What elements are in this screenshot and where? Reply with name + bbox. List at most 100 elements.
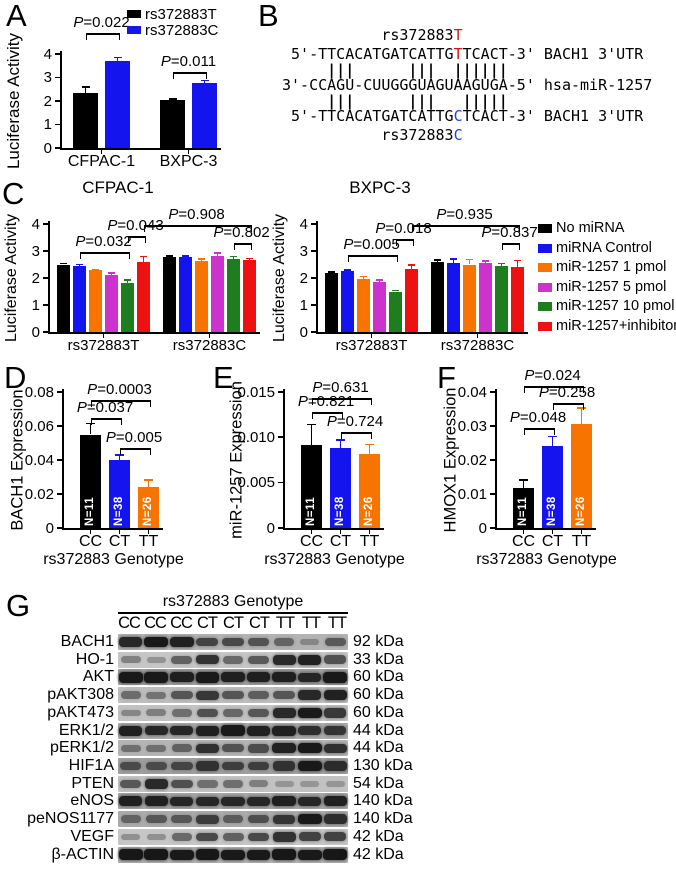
error-bar-cap <box>92 268 99 271</box>
y-axis-tick-label: 2 <box>299 269 308 287</box>
error-bar-cap <box>344 269 351 271</box>
significance-bracket <box>347 255 398 263</box>
bar <box>542 446 563 528</box>
protein-label: pAKT473 <box>47 703 114 721</box>
p-value-label: P=0.837 <box>481 223 538 241</box>
legend-item: miR-1257 1 pmol <box>538 259 676 275</box>
wb-band <box>248 691 270 700</box>
y-axis-tick <box>278 481 285 484</box>
wb-band <box>247 796 271 807</box>
legend-item: rs372883T <box>127 6 247 23</box>
wb-lane-strip <box>118 758 348 775</box>
bar <box>179 257 192 332</box>
protein-label: ERK1/2 <box>58 721 114 739</box>
error-bar-cap <box>115 454 124 456</box>
wb-band <box>221 672 245 683</box>
lane-genotype-label: CT <box>197 614 218 632</box>
chart-bach1-expression: 0 0.02 0.04 0.06 0.08 BACH1 Expression N=11 CC N… <box>0 360 213 590</box>
x-axis-tick <box>118 530 121 534</box>
legend-item: miR-1257+inhibitor <box>538 318 676 334</box>
y-axis-tick-label: 4 <box>43 45 52 63</box>
error-bar-cap <box>230 255 237 258</box>
y-axis-tick-label: 0.03 <box>457 417 487 435</box>
legend-swatch <box>538 263 552 272</box>
panel-letter-c: C <box>2 176 25 211</box>
significance-bracket <box>90 399 151 407</box>
wb-band <box>196 814 219 824</box>
y-axis-tick-label: 0 <box>43 139 52 157</box>
wb-band <box>272 708 296 718</box>
chart-mir1257-expression: 0 0.005 0.010 0.015 miR-1257 Expression N=11 C… <box>213 360 437 590</box>
panel-e-mir1257-expression: E 0 0.005 0.010 0.015 miR-1257 Expression N=1… <box>213 360 437 590</box>
bar <box>389 291 402 332</box>
y-axis-tick-label: 0.02 <box>457 451 487 469</box>
wb-band <box>222 744 244 753</box>
wb-band <box>298 690 322 701</box>
chart-cfpac1: 0 1 2 3 4 Luciferase Activity CFPAC-1 rs372883T… <box>0 178 270 360</box>
error-bar-cap <box>198 258 205 260</box>
y-axis-tick-label: 0.04 <box>24 451 54 469</box>
wb-band <box>273 638 295 646</box>
wb-band <box>247 832 270 842</box>
error-bar <box>118 454 121 461</box>
n-count-label: N=26 <box>574 496 587 526</box>
bar <box>359 453 380 528</box>
wb-band <box>120 779 142 788</box>
error-bar-cap <box>328 270 335 273</box>
y-axis <box>283 389 285 528</box>
allele-label-bottom: rs372883C <box>282 126 652 145</box>
y-axis-tick <box>490 459 497 461</box>
bar <box>137 261 150 332</box>
x-category-label: TT <box>359 533 380 550</box>
x-axis-tick <box>310 530 313 534</box>
significance-bracket <box>233 242 252 250</box>
molecular-weight-label: 60 kDa <box>353 668 404 686</box>
error-bar <box>203 79 206 84</box>
wb-band <box>196 637 219 647</box>
legend-label: miRNA Control <box>556 239 652 256</box>
x-category-label: rs372883T <box>335 337 408 354</box>
y-axis-tick-label: 2 <box>43 92 52 110</box>
wb-band <box>323 672 348 683</box>
legend-item: No miRNA <box>538 220 676 236</box>
significance-bracket <box>523 428 555 436</box>
error-bar-cap <box>113 56 122 59</box>
molecular-weight-label: 44 kDa <box>353 721 404 739</box>
bar <box>405 268 418 332</box>
legend-swatch <box>538 321 552 331</box>
wb-lane-strip <box>118 634 348 650</box>
y-axis-tick-label: 3 <box>31 242 40 260</box>
y-axis-tick <box>490 425 497 427</box>
error-bar <box>484 259 487 264</box>
y-axis-tick <box>311 331 318 333</box>
x-category-label: CT <box>329 533 352 550</box>
y-axis-tick-label: 1 <box>299 296 308 314</box>
error-bar <box>84 86 87 93</box>
snp-c-nucleotide: C <box>453 107 463 125</box>
bar <box>301 444 322 528</box>
wb-lane-strip <box>118 687 348 704</box>
significance-bracket <box>523 385 584 393</box>
y-axis-label: Luciferase Activity <box>4 32 23 170</box>
y-axis-tick-label: 0.01 <box>457 485 487 503</box>
wb-lane-strip <box>118 811 348 828</box>
bar <box>80 434 101 528</box>
y-axis-tick <box>43 304 50 306</box>
wb-band <box>273 691 295 700</box>
x-category-label: rs372883C <box>440 337 515 354</box>
bar <box>138 486 159 528</box>
x-category-label: CT <box>541 533 564 550</box>
wb-band <box>272 761 296 771</box>
wb-band <box>272 832 296 842</box>
wb-band <box>120 656 141 664</box>
wb-band <box>120 761 142 771</box>
y-axis-tick-label: 0.005 <box>237 474 275 492</box>
legend-label: rs372883C <box>145 22 219 39</box>
wb-band <box>272 672 296 683</box>
wb-band <box>297 707 322 718</box>
error-bar <box>368 443 371 454</box>
wb-lane-strip <box>118 704 348 721</box>
molecular-weight-label: 130 kDa <box>353 757 413 775</box>
x-category-label: CFPAC-1 <box>67 153 136 170</box>
legend-label: miR-1257 10 pmol <box>556 298 675 314</box>
